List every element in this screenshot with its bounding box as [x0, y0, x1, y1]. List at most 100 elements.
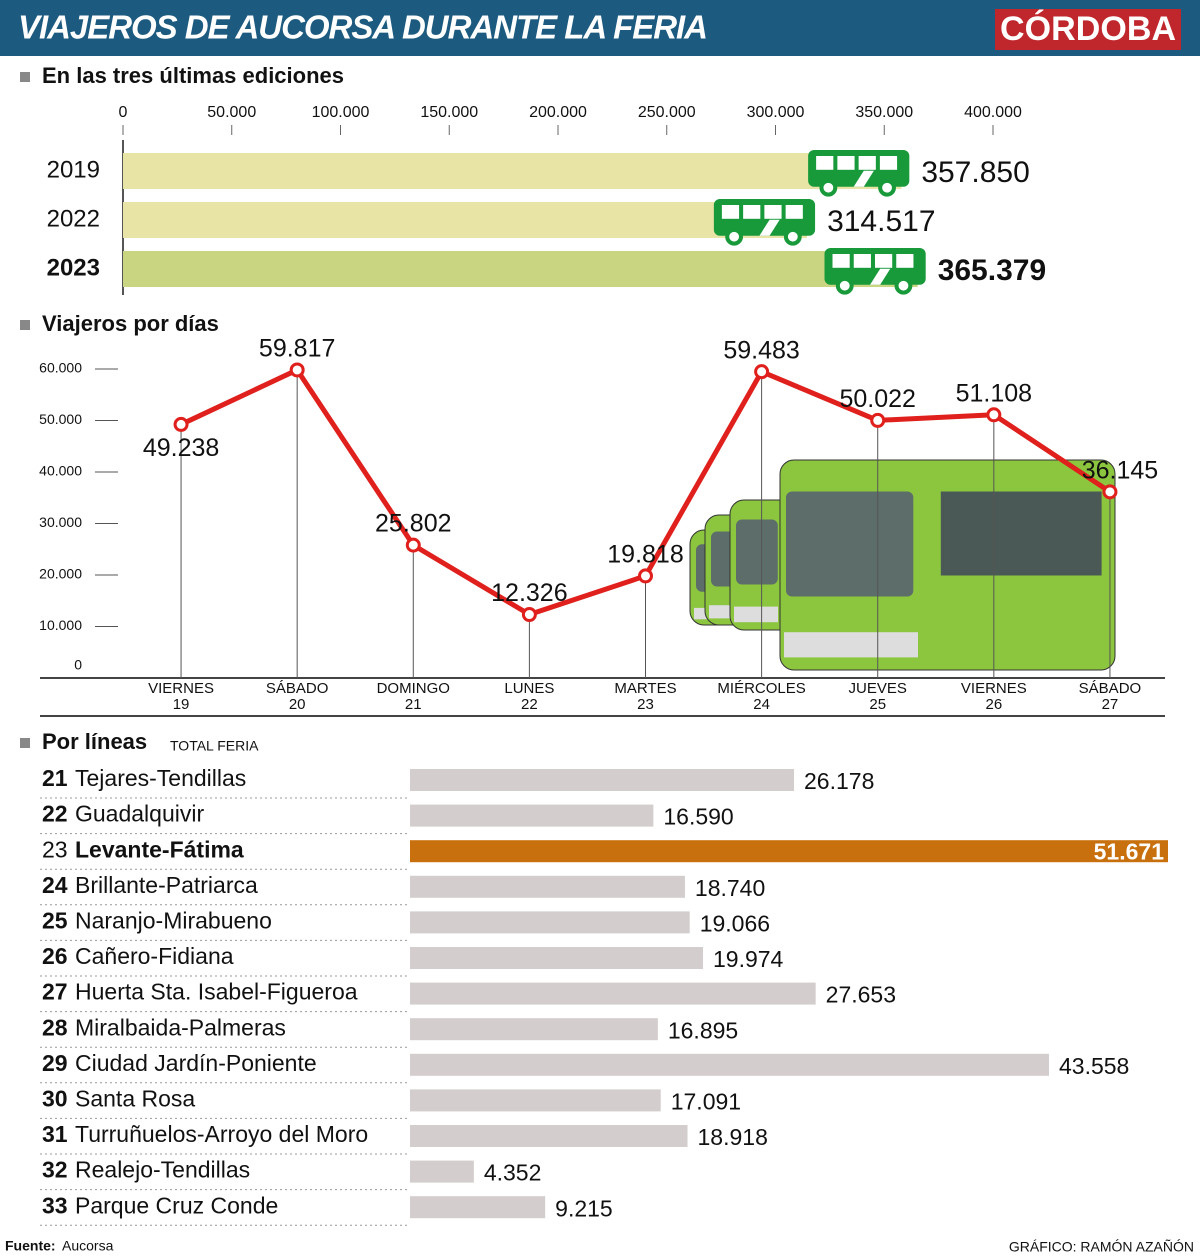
x-tick-label: 50.000	[207, 104, 256, 121]
value-label: 27.653	[826, 982, 896, 1008]
x-tick-label: 350.000	[855, 104, 913, 121]
point	[173, 416, 189, 432]
section-bullet	[20, 320, 30, 330]
x-tick-label: VIERNES 26	[960, 680, 1027, 713]
category-label: Realejo-Tendillas	[75, 1157, 250, 1183]
bar	[410, 1196, 546, 1219]
bus-window	[858, 156, 876, 170]
value-label: 314.517	[827, 205, 935, 238]
section-title: Por líneas	[42, 729, 147, 754]
value-label: 49.238	[143, 434, 219, 462]
bus-windshield	[786, 491, 914, 597]
value-label: 50.022	[839, 385, 915, 413]
y-tick-label: 50.000	[39, 411, 82, 427]
y-tick-label: 20.000	[39, 566, 82, 582]
bus-bumper	[784, 632, 918, 658]
value-label: 16.590	[663, 804, 733, 830]
y-tick-label: 0	[74, 657, 82, 673]
category-label: Huerta Sta. Isabel-Figueroa	[75, 979, 358, 1005]
x-tick-label: 400.000	[964, 104, 1022, 121]
source-label: Fuente:	[5, 1238, 56, 1254]
x-tick-label: MARTES 23	[614, 680, 677, 713]
bus-icon	[713, 199, 816, 246]
category-label: Miralbaida-Palmeras	[75, 1014, 286, 1040]
line-number: 33	[42, 1192, 68, 1218]
section-title: En las tres últimas ediciones	[42, 63, 344, 88]
bar	[410, 982, 816, 1005]
value-label: 26.178	[804, 768, 874, 794]
section-bullet	[20, 738, 30, 748]
x-tick-label: JUEVES 25	[848, 680, 907, 713]
x-tick-label: MIÉRCOLES 24	[717, 680, 806, 713]
value-label: 9.215	[555, 1195, 613, 1221]
line-number: 28	[42, 1014, 68, 1040]
value-label: 59.817	[259, 335, 335, 363]
category-label: Tejares-Tendillas	[75, 765, 246, 791]
line-number: 22	[42, 801, 68, 827]
bus-stripe	[853, 170, 874, 187]
category-label: Parque Cruz Conde	[75, 1192, 278, 1218]
bus-window	[721, 205, 740, 219]
point	[405, 537, 421, 553]
x-tick-label: VIERNES 19	[148, 680, 214, 713]
x-tick-label: SÁBADO 27	[1078, 680, 1142, 713]
bar	[410, 947, 704, 969]
section-bullet	[20, 72, 30, 82]
x-tick-label: 200.000	[529, 104, 587, 121]
bus-wheel	[878, 178, 896, 197]
x-tick-label: 100.000	[312, 104, 370, 121]
x-tick-label: SÁBADO 20	[265, 680, 329, 713]
bar	[410, 875, 685, 898]
brand: CÓRDOBA	[1000, 10, 1176, 48]
category-label: Santa Rosa	[75, 1085, 195, 1111]
bus-stripe	[870, 268, 891, 285]
bus-window	[853, 254, 871, 268]
x-tick-label: LUNES 22	[504, 680, 555, 713]
bus-window	[875, 254, 893, 268]
value-label: 18.918	[698, 1124, 768, 1150]
category-label: Turruñuelos-Arroyo del Moro	[75, 1121, 368, 1147]
bus-window	[832, 254, 850, 268]
bar	[123, 153, 902, 189]
value-label: 51.108	[956, 379, 1032, 407]
bar	[410, 1160, 474, 1183]
value-label: 43.558	[1059, 1053, 1129, 1079]
category-label: Cañero-Fidiana	[75, 943, 234, 969]
value-label: 19.818	[607, 541, 683, 569]
point	[638, 568, 653, 584]
bus-wheel	[725, 227, 744, 246]
bar	[410, 769, 795, 791]
line-number: 25	[42, 907, 68, 933]
category-label: 2022	[47, 205, 100, 232]
bus-window	[743, 205, 761, 219]
value-label: 16.895	[668, 1017, 738, 1043]
bus-bumper	[734, 606, 778, 623]
bar	[410, 1018, 658, 1041]
x-tick-label: 150.000	[420, 104, 478, 121]
bus-window	[837, 156, 855, 170]
line-number: 24	[42, 872, 68, 898]
bus-stripe	[759, 219, 780, 236]
value-label: 51.671	[1094, 838, 1165, 864]
point	[289, 362, 305, 378]
bar	[410, 911, 690, 934]
bus-window	[785, 205, 803, 219]
brand-box	[995, 9, 1181, 50]
value-label: 12.326	[491, 579, 567, 607]
value-label: 357.850	[921, 156, 1029, 189]
category-label: Brillante-Patriarca	[75, 872, 258, 898]
bus-windshield	[736, 519, 778, 585]
subtitle: TOTAL FERIA	[170, 738, 259, 754]
category-label: Levante-Fátima	[75, 836, 244, 862]
point	[986, 407, 1002, 423]
bus-wheel	[835, 276, 854, 295]
line-number: 26	[42, 943, 68, 969]
category-label: Naranjo-Mirabueno	[75, 907, 272, 933]
bus-window	[764, 205, 782, 219]
bus-window	[816, 156, 834, 170]
y-tick-label: 60.000	[39, 360, 82, 376]
line-number: 21	[42, 765, 68, 791]
x-tick-label: 250.000	[638, 104, 696, 121]
